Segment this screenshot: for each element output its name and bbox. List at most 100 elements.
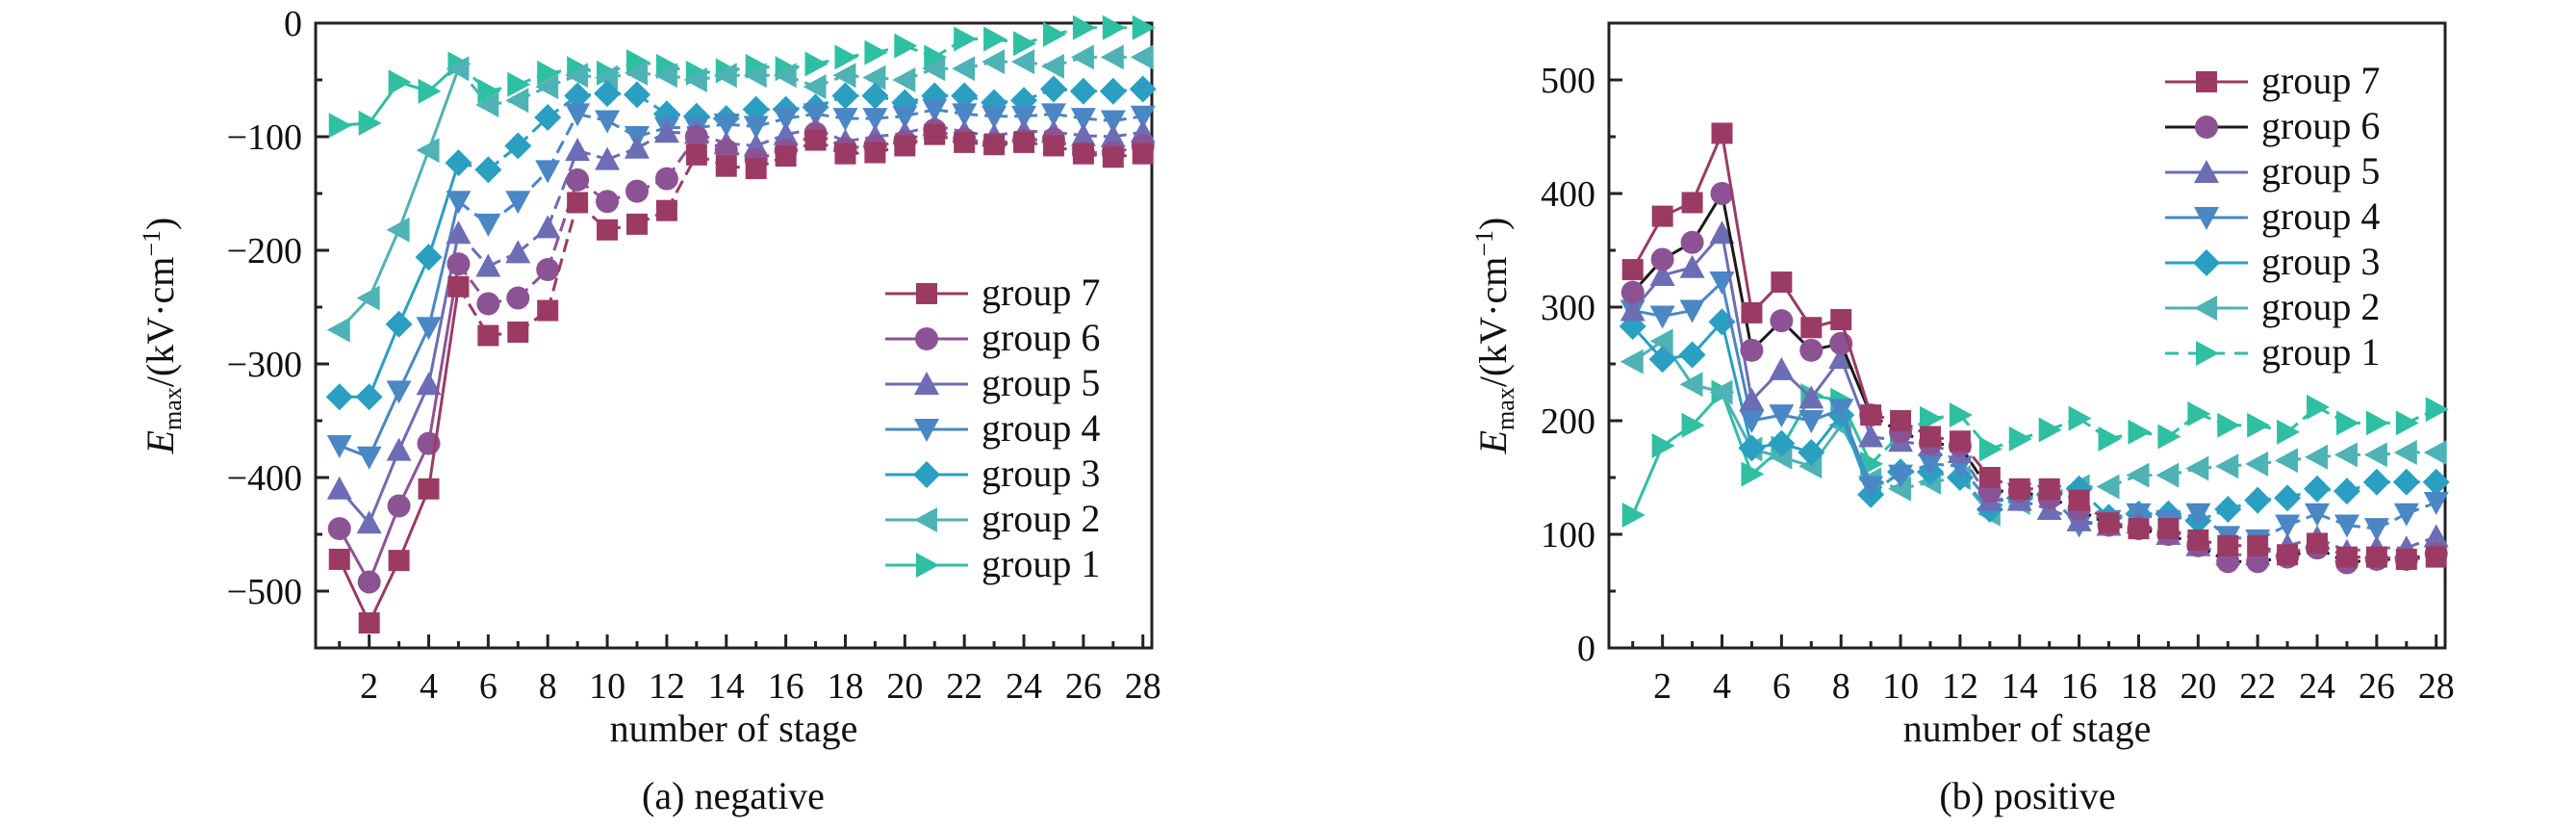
data-point <box>1680 230 1704 254</box>
legend-marker <box>914 419 939 442</box>
data-point <box>625 213 648 235</box>
series-line-segment <box>546 202 579 311</box>
data-point <box>2425 397 2449 423</box>
series-line-segment <box>397 383 430 452</box>
data-point <box>596 190 620 214</box>
data-point <box>2275 448 2299 474</box>
x-tick-label: 28 <box>1125 666 1161 707</box>
data-point <box>594 80 622 108</box>
data-point <box>475 213 501 237</box>
series-line-segment <box>397 149 430 231</box>
data-point <box>862 108 888 132</box>
x-tick-label: 10 <box>1882 666 1919 707</box>
data-point <box>625 49 650 75</box>
series-line-segment <box>368 504 400 583</box>
data-point <box>2187 401 2211 426</box>
legend-item: group 3 <box>885 452 1100 495</box>
legend-item: group 5 <box>2165 149 2380 193</box>
data-point <box>1679 299 1705 323</box>
data-point <box>2423 440 2447 466</box>
legend-marker <box>914 372 939 395</box>
data-point <box>653 119 679 143</box>
data-point <box>625 179 649 203</box>
data-point <box>535 215 561 239</box>
y-label-superscript: −1 <box>138 230 166 257</box>
series-line-segment <box>1870 433 1902 465</box>
data-point <box>894 135 916 157</box>
data-point <box>922 98 948 122</box>
data-point <box>1649 305 1675 329</box>
data-point <box>506 286 530 310</box>
x-tick-label: 12 <box>649 666 685 707</box>
data-point <box>415 244 443 271</box>
data-point <box>1649 328 1673 354</box>
data-point <box>773 63 797 89</box>
data-point <box>2185 455 2209 481</box>
data-point <box>2008 478 2030 500</box>
legend-item: group 4 <box>885 406 1100 450</box>
data-point <box>356 446 382 470</box>
data-point <box>624 60 648 86</box>
data-point <box>328 113 352 139</box>
legend-item: group 1 <box>2165 330 2380 374</box>
data-point <box>475 253 501 277</box>
data-point <box>2098 426 2122 452</box>
data-point <box>2365 546 2387 568</box>
legend-marker <box>2196 71 2217 92</box>
data-point <box>1100 124 1126 147</box>
series-line-segment <box>397 488 430 561</box>
data-point <box>1798 439 1825 467</box>
data-point <box>654 167 678 191</box>
data-point <box>983 26 1007 52</box>
series-line-segment <box>1839 408 1873 487</box>
data-point <box>1040 53 1064 79</box>
x-tick-label: 20 <box>2180 666 2216 707</box>
legend-item: group 5 <box>885 361 1100 404</box>
data-point <box>537 299 559 322</box>
data-point <box>1679 254 1705 278</box>
legend-item: group 4 <box>2165 194 2380 238</box>
data-point <box>566 168 590 192</box>
data-point <box>2305 444 2329 470</box>
data-point <box>416 317 442 341</box>
data-point <box>564 82 592 110</box>
data-point <box>683 67 707 92</box>
data-point <box>1917 452 1943 477</box>
data-point <box>2247 534 2269 556</box>
series-group-4 <box>1620 271 2449 553</box>
series-line-segment <box>368 229 400 299</box>
data-point <box>655 199 677 221</box>
data-point <box>1800 317 1823 339</box>
data-point <box>952 56 976 82</box>
data-point <box>832 63 856 89</box>
data-point <box>535 160 561 184</box>
series-line-segment <box>1839 319 1873 416</box>
data-point <box>1798 410 1824 433</box>
data-point <box>2275 514 2301 538</box>
legend-item: group 3 <box>2165 240 2380 283</box>
legend-item: group 7 <box>2165 59 2380 102</box>
data-point <box>1888 476 1912 502</box>
legend-marker <box>2194 207 2219 230</box>
data-point <box>2392 468 2420 496</box>
data-point <box>1919 405 1943 431</box>
data-point <box>388 550 410 572</box>
data-point <box>385 310 413 338</box>
series-group-2 <box>326 44 1154 343</box>
x-tick-label: 10 <box>589 666 625 707</box>
x-tick-label: 24 <box>1006 666 1042 707</box>
y-axis-label: Emax/(kV·cm−1) <box>1470 218 1519 455</box>
legend-marker <box>914 507 937 532</box>
x-tick-label: 2 <box>1653 666 1671 707</box>
data-point <box>924 44 948 70</box>
legend-item: group 2 <box>2165 285 2380 328</box>
data-point <box>1132 14 1156 40</box>
data-point <box>2274 484 2302 512</box>
data-point <box>565 138 591 162</box>
data-point <box>894 33 918 59</box>
data-point <box>862 65 886 90</box>
data-point <box>1949 430 1971 452</box>
data-point <box>2277 419 2301 445</box>
data-point <box>1949 402 1973 428</box>
data-point <box>565 103 591 127</box>
